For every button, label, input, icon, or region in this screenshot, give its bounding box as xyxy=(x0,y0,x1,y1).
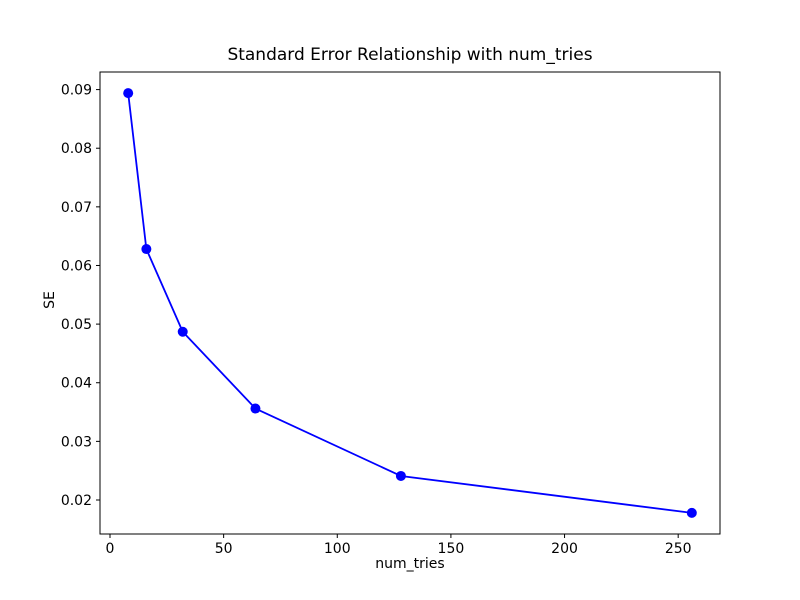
data-point-marker xyxy=(123,88,134,99)
y-axis-label: SE xyxy=(42,291,58,309)
series-line xyxy=(127,93,692,514)
x-tick-label: 0 xyxy=(106,541,115,557)
y-tick-label: 0.06 xyxy=(61,258,92,274)
y-tick-label: 0.07 xyxy=(61,200,92,216)
data-point-marker xyxy=(686,507,697,518)
x-tick-label: 100 xyxy=(324,541,351,557)
x-tick-label: 200 xyxy=(551,541,578,557)
x-tick-label: 50 xyxy=(215,541,233,557)
x-axis-label: num_tries xyxy=(375,556,445,572)
y-tick-label: 0.02 xyxy=(61,493,92,509)
data-point-marker xyxy=(177,326,188,337)
data-point-marker xyxy=(141,244,152,255)
y-tick-label: 0.04 xyxy=(61,376,92,392)
x-tick-label: 250 xyxy=(665,541,692,557)
y-tick-label: 0.03 xyxy=(61,434,92,450)
y-tick-label: 0.05 xyxy=(61,317,92,333)
plot-border xyxy=(99,71,721,535)
data-point-marker xyxy=(395,470,406,481)
data-point-marker xyxy=(250,403,261,414)
chart-title: Standard Error Relationship with num_tri… xyxy=(227,45,593,65)
y-tick-label: 0.09 xyxy=(61,83,92,99)
x-tick-label: 150 xyxy=(438,541,465,557)
y-tick-label: 0.08 xyxy=(61,141,92,157)
